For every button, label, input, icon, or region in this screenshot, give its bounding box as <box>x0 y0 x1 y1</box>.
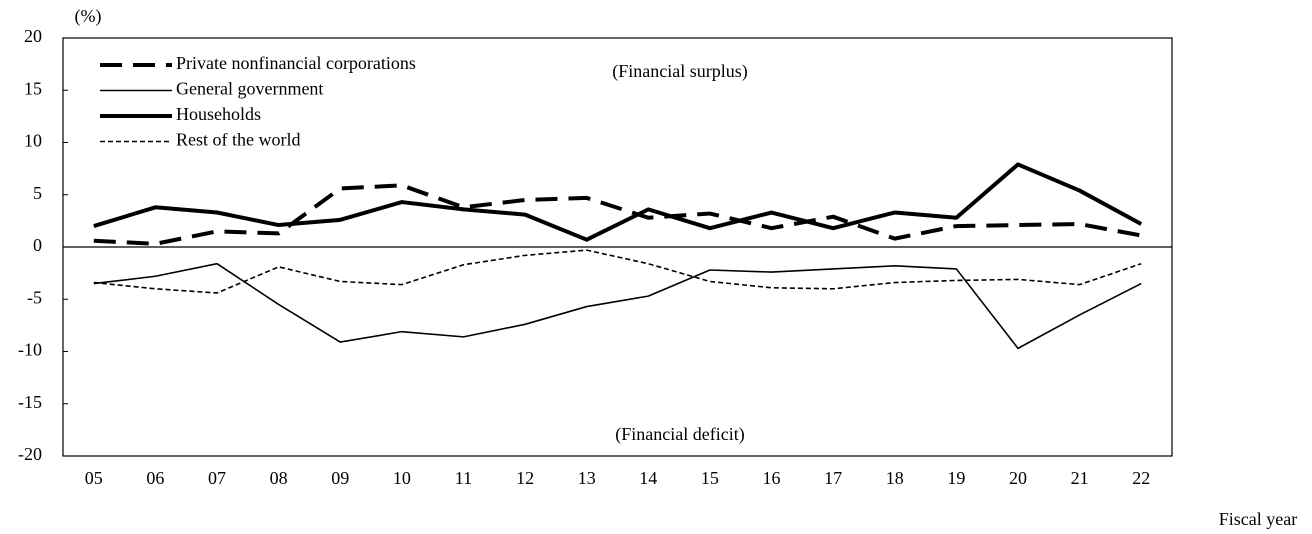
x-tick-label: 22 <box>1132 468 1150 488</box>
x-tick-label: 20 <box>1009 468 1027 488</box>
x-tick-label: 15 <box>701 468 719 488</box>
x-axis-label: Fiscal year <box>1219 509 1297 529</box>
series-line <box>93 262 1142 350</box>
y-tick-label: 15 <box>24 78 42 98</box>
x-tick-label: 05 <box>85 468 103 488</box>
legend-label: Rest of the world <box>176 130 300 150</box>
x-tick-label: 21 <box>1071 468 1089 488</box>
x-tick-label: 16 <box>763 468 781 488</box>
x-tick-label: 09 <box>331 468 349 488</box>
x-tick-label: 13 <box>578 468 596 488</box>
legend-label: Households <box>176 104 261 124</box>
x-tick-label: 11 <box>455 468 472 488</box>
x-tick-label: 12 <box>516 468 534 488</box>
series-line <box>93 249 1142 294</box>
legend-label: General government <box>176 79 323 99</box>
y-tick-label: -20 <box>18 444 42 464</box>
x-tick-label: 07 <box>208 468 226 488</box>
y-tick-label: 20 <box>24 26 42 46</box>
series-line <box>93 162 1143 242</box>
y-tick-label: -10 <box>18 340 42 360</box>
y-tick-label: -5 <box>27 287 42 307</box>
y-tick-label: -15 <box>18 392 42 412</box>
series-line <box>93 183 1142 246</box>
y-tick-label: 5 <box>33 183 42 203</box>
x-tick-label: 14 <box>639 468 657 488</box>
y-unit-label: (%) <box>75 6 102 27</box>
y-tick-label: 10 <box>24 131 42 151</box>
x-tick-label: 06 <box>146 468 164 488</box>
x-tick-label: 17 <box>824 468 842 488</box>
x-tick-label: 08 <box>270 468 288 488</box>
annotation: (Financial surplus) <box>612 61 747 82</box>
y-tick-label: 0 <box>33 235 42 255</box>
x-tick-label: 18 <box>886 468 904 488</box>
x-tick-label: 10 <box>393 468 411 488</box>
legend-label: Private nonfinancial corporations <box>176 53 416 73</box>
annotation: (Financial deficit) <box>615 424 744 445</box>
x-tick-label: 19 <box>947 468 965 488</box>
